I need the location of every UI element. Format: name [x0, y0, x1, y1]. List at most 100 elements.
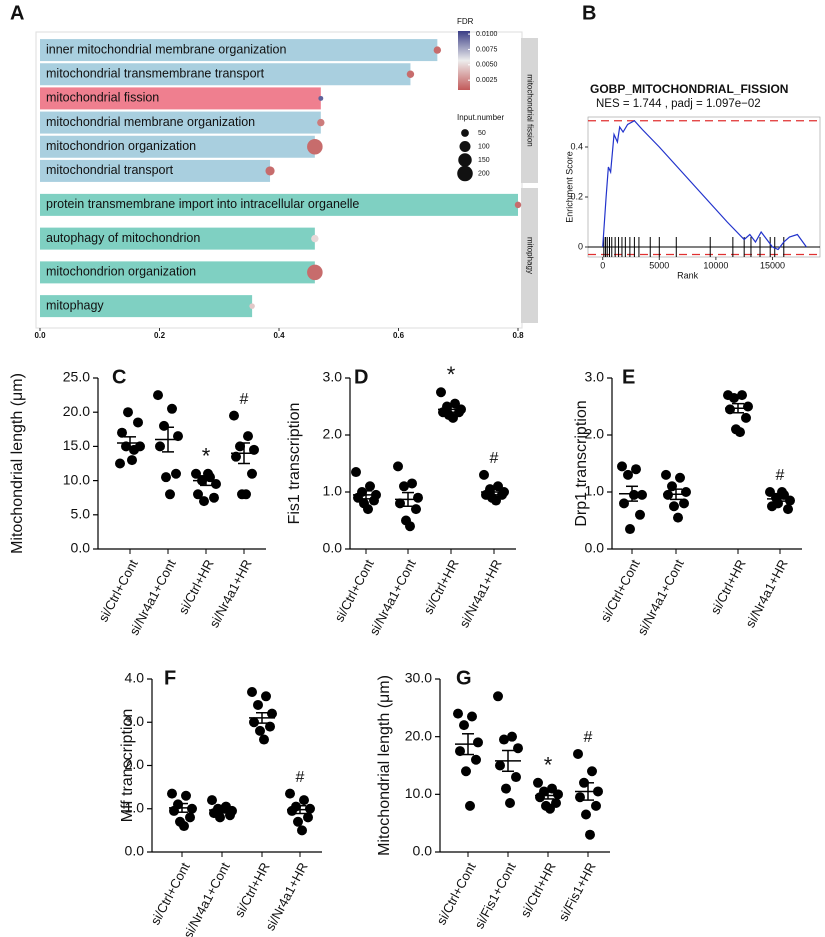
data-point: [363, 504, 373, 515]
data-point: [249, 444, 259, 455]
data-point: [493, 691, 503, 702]
data-point: [735, 427, 745, 438]
y-tick-label: 0.2: [570, 191, 583, 201]
data-point: [287, 805, 297, 816]
size-key: [457, 165, 473, 182]
data-point: [399, 481, 409, 492]
y-tick-label: 1.0: [585, 483, 605, 499]
y-tick-label: 0.0: [413, 843, 433, 859]
data-point: [619, 498, 629, 509]
bar: [40, 295, 253, 318]
data-point: [171, 468, 181, 479]
data-point: [293, 816, 303, 827]
data-point: [675, 472, 685, 483]
data-point: [123, 407, 133, 418]
data-point: [465, 800, 475, 811]
data-point: [393, 461, 403, 472]
data-point: [167, 403, 177, 414]
x-tick-label: 0.8: [512, 331, 524, 340]
y-axis-label: Mitochondrial length (μm): [376, 675, 393, 856]
data-point: [193, 489, 203, 500]
data-point: [471, 754, 481, 765]
panel-label: B: [582, 2, 596, 24]
legend-tick-label: 0.0100: [476, 31, 498, 38]
facet-strip: [521, 38, 538, 183]
data-point: [203, 468, 213, 479]
data-point: [231, 451, 241, 462]
data-point: [303, 812, 313, 823]
fdr-dot: [249, 303, 255, 309]
y-tick-label: 30.0: [405, 670, 432, 686]
data-point: [473, 737, 483, 748]
data-point: [507, 731, 517, 742]
chart-title: GOBP_MITOCHONDRIAL_FISSION: [590, 82, 788, 96]
legend-tick-label: 0.0050: [476, 62, 498, 69]
data-point: [625, 524, 635, 535]
data-point: [413, 492, 423, 503]
data-point: [553, 789, 563, 800]
significance-mark: *: [202, 444, 211, 469]
es-line: [602, 119, 807, 251]
y-tick-label: 2.0: [323, 426, 343, 442]
x-tick-label: 0: [600, 260, 605, 270]
bar: [40, 87, 321, 110]
legend-tick-label: 0.0025: [476, 77, 498, 84]
y-tick-label: 0.4: [570, 141, 583, 151]
y-axis-label: Enrichment Score: [564, 151, 574, 223]
legend-tick-label: 100: [478, 143, 490, 150]
data-point: [127, 455, 137, 466]
data-point: [741, 412, 751, 423]
bar-label: mitochondrial transmembrane transport: [46, 67, 265, 81]
data-point: [185, 812, 195, 823]
data-point: [773, 498, 783, 509]
data-point: [448, 412, 458, 423]
data-point: [573, 748, 583, 759]
legend-title: FDR: [457, 17, 474, 26]
fdr-dot: [406, 70, 415, 78]
y-tick-label: 2.0: [585, 426, 605, 442]
bar-label: protein transmembrane import into intrac…: [46, 197, 359, 211]
facet-label: mitophagy: [525, 237, 534, 274]
fdr-dot: [318, 95, 324, 101]
data-point: [299, 795, 309, 806]
data-point: [117, 427, 127, 438]
y-tick-label: 1.0: [323, 483, 343, 499]
panel-label: E: [622, 366, 635, 388]
y-axis-label: Fis1 transcription: [286, 403, 303, 525]
facet-label: mitochondrial fission: [525, 74, 534, 146]
fdr-dot: [311, 234, 319, 243]
data-point: [265, 721, 275, 732]
data-point: [259, 734, 269, 745]
data-point: [591, 800, 601, 811]
fdr-dot: [514, 201, 522, 209]
data-point: [479, 469, 489, 480]
y-tick-label: 20.0: [63, 403, 90, 419]
data-point: [159, 420, 169, 431]
bar: [40, 63, 411, 86]
chart-subtitle: NES = 1.744 , padj = 1.097e−02: [596, 98, 761, 110]
y-tick-label: 15.0: [63, 437, 90, 453]
bar-label: mitochondrial membrane organization: [46, 115, 255, 129]
size-key: [461, 129, 469, 137]
data-point: [467, 711, 477, 722]
data-point: [623, 469, 633, 480]
data-point: [209, 492, 219, 503]
x-tick-label: 5000: [649, 260, 669, 270]
bar: [40, 39, 438, 62]
data-point: [181, 790, 191, 801]
bar: [40, 135, 315, 158]
bar-label: mitochondrion organization: [46, 139, 196, 153]
x-axis-label: Rank: [677, 270, 699, 280]
bar-label: mitochondrial fission: [46, 91, 159, 105]
data-point: [587, 766, 597, 777]
y-tick-label: 10.0: [405, 785, 432, 801]
data-point: [661, 469, 671, 480]
data-point: [285, 788, 295, 799]
legend-title: Input.number: [457, 113, 504, 122]
data-point: [679, 498, 689, 509]
y-axis-label: Drp1 transcription: [573, 400, 590, 526]
data-point: [211, 479, 221, 490]
data-point: [673, 512, 683, 523]
bar-label: mitochondrion organization: [46, 265, 196, 279]
y-axis-label: Mitochondrial length (μm): [9, 373, 26, 554]
